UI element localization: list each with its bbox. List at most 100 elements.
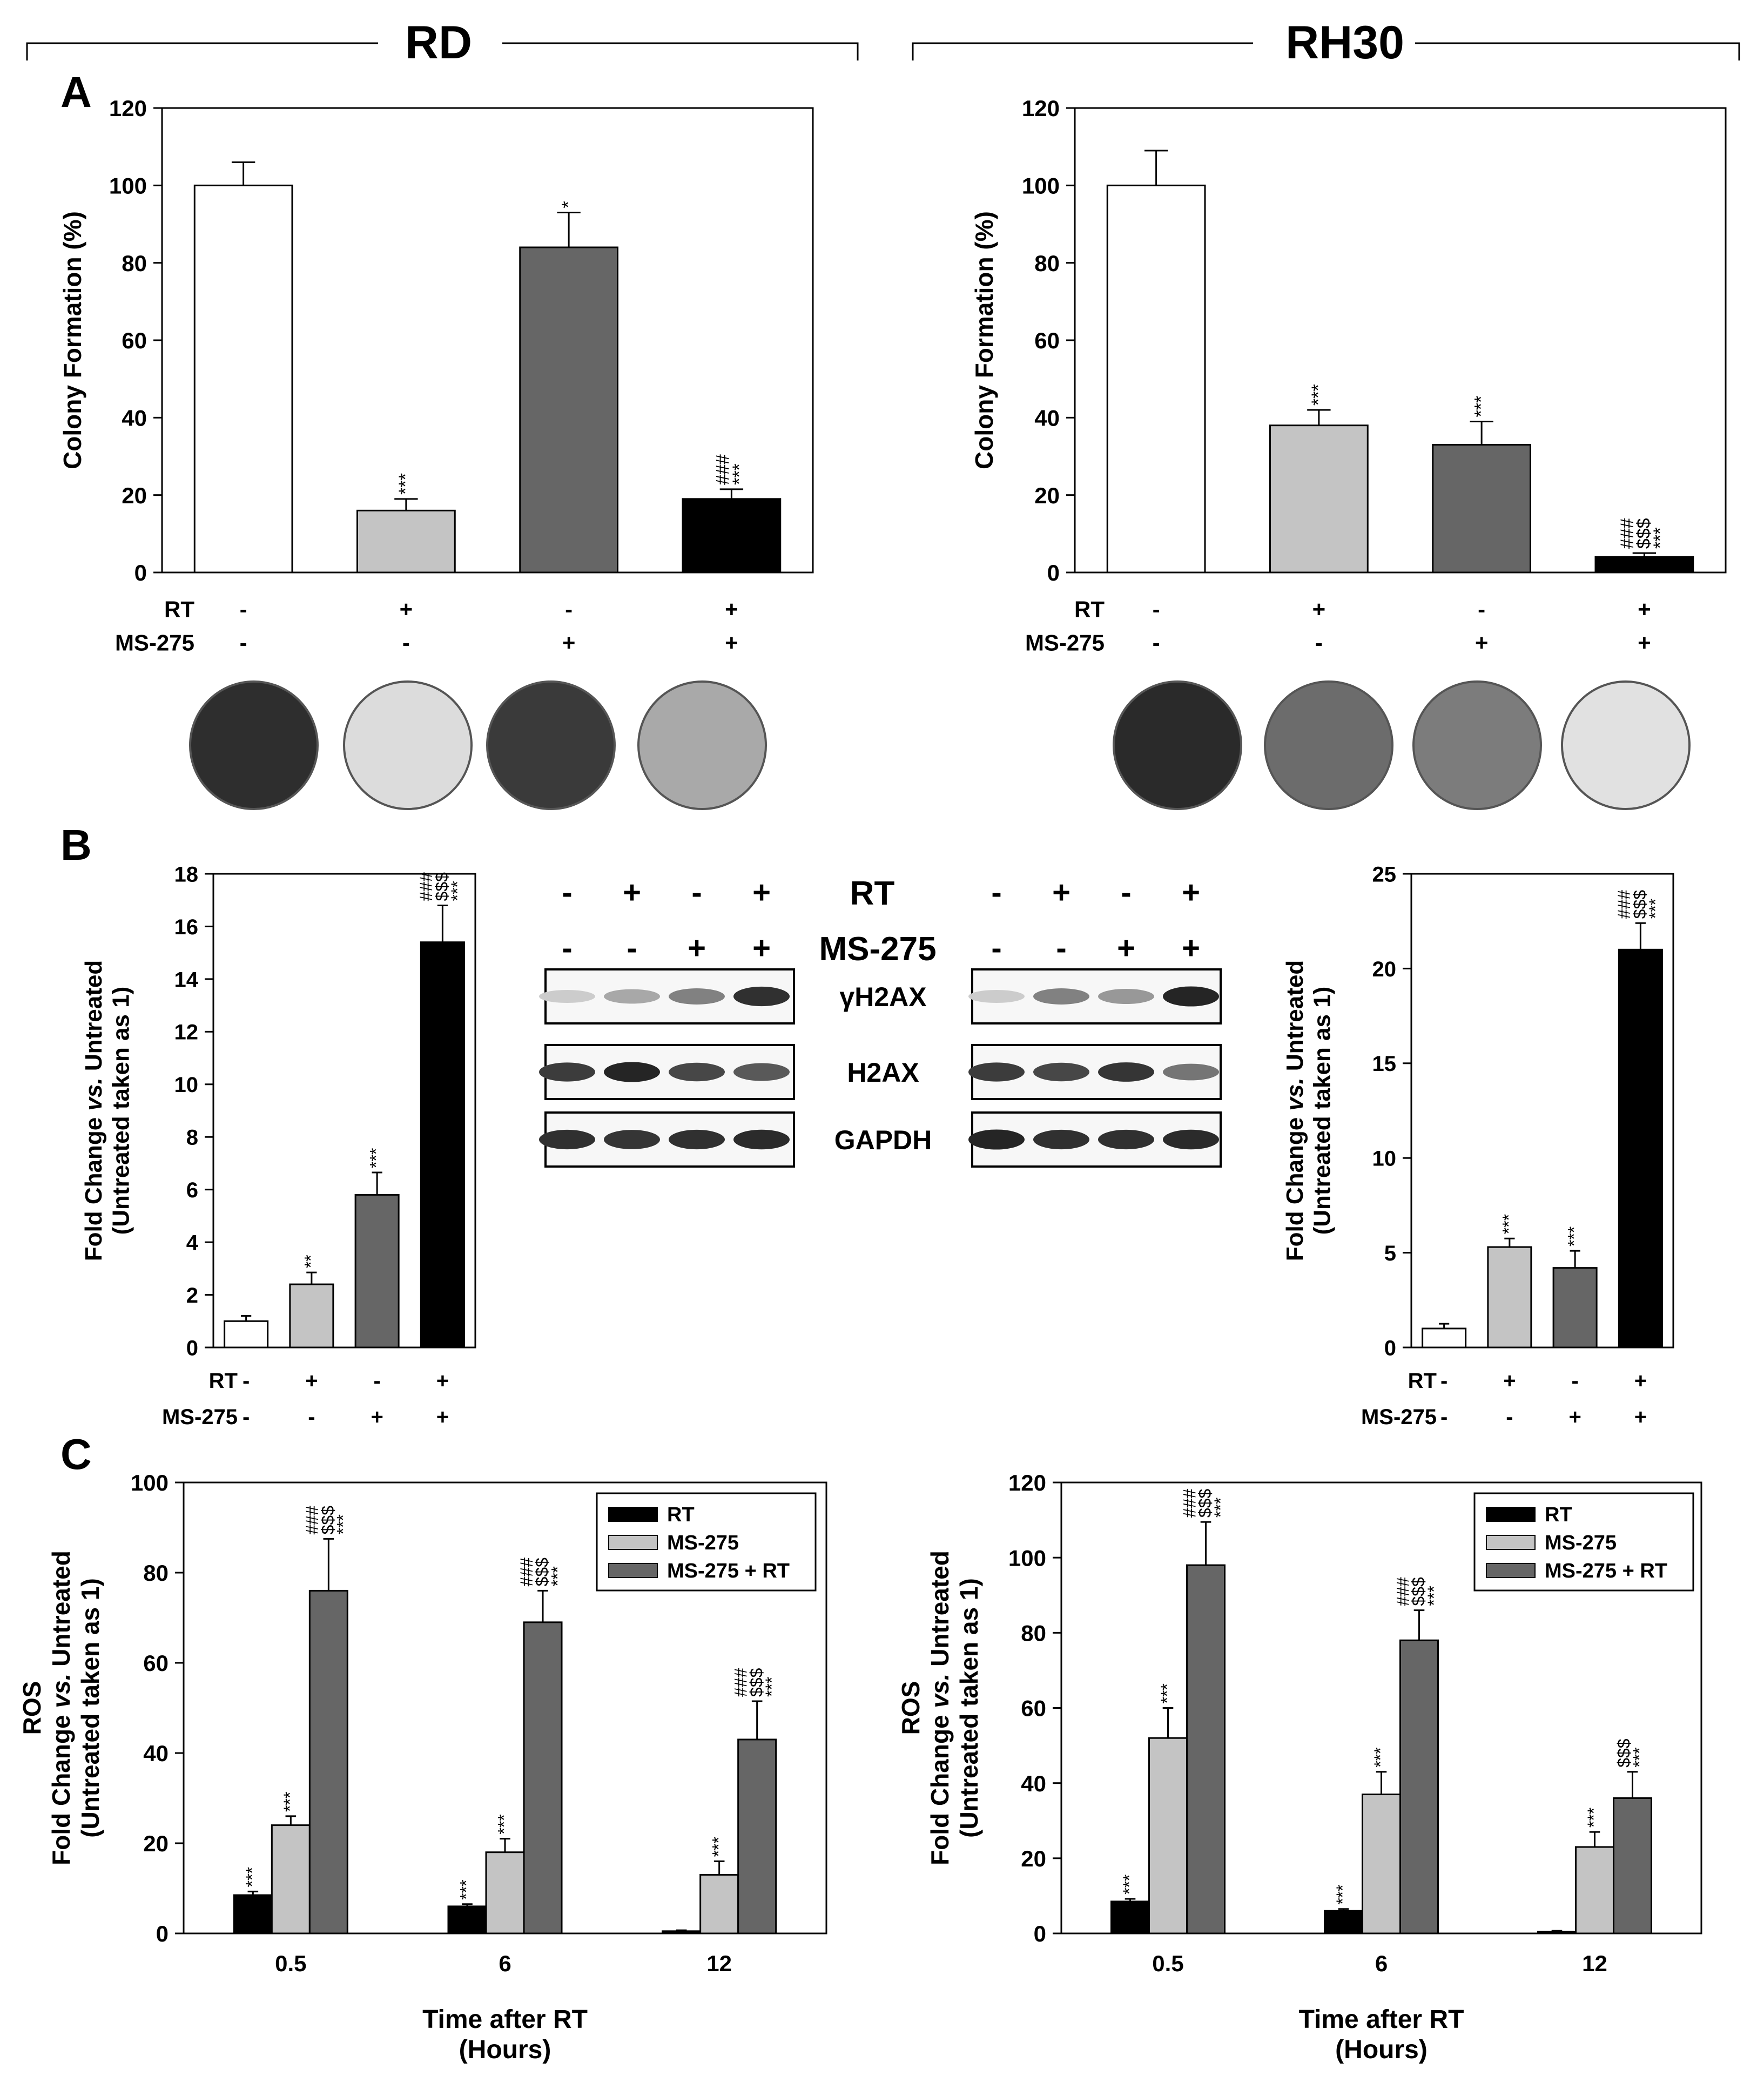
colony-dish-A_RH30-2 <box>1412 680 1542 810</box>
y-axis-label: ROS <box>897 1681 925 1735</box>
y-axis-label: Colony Formation (%) <box>970 211 998 469</box>
significance-label: $$$ <box>1614 1738 1634 1768</box>
y-tick-label: 100 <box>109 173 147 198</box>
blot-band <box>1163 986 1219 1007</box>
bar-A_RD-2 <box>519 246 618 574</box>
y-tick-label: 12 <box>174 1021 199 1044</box>
significance-label: ### <box>1393 1577 1412 1606</box>
condition-sign-ms275: - <box>1315 630 1323 656</box>
blot-sign-rt: + <box>752 875 771 910</box>
panel-label-c: C <box>60 1430 92 1478</box>
legend-swatch <box>608 1507 658 1522</box>
blot-band <box>733 986 790 1007</box>
significance-label: $$$ <box>1634 518 1654 549</box>
significance-label: $$$ <box>318 1506 338 1535</box>
blot-band <box>733 1129 790 1150</box>
bar-A_RH30-0 <box>1106 184 1206 574</box>
x-axis-label: Time after RT <box>1299 2005 1464 2034</box>
condition-sign-rt: + <box>1634 1369 1647 1393</box>
blot-band <box>968 990 1025 1003</box>
blot-sign-ms275: + <box>688 931 706 966</box>
bar-C_RD-2-1 <box>523 1621 563 1935</box>
y-tick-label: 120 <box>1022 96 1060 121</box>
legend-label: MS-275 + RT <box>667 1560 790 1582</box>
blot-label-ms275: MS-275 <box>819 931 936 968</box>
y-axis-label: Fold Change vs. Untreated <box>1282 960 1308 1261</box>
blot-band <box>1163 1129 1219 1150</box>
y-tick-label: 80 <box>122 251 147 276</box>
condition-sign-ms275: + <box>371 1405 383 1429</box>
bar-B_RD-2 <box>354 1194 400 1349</box>
condition-sign-ms275: - <box>308 1405 315 1429</box>
bar-C_RH30-0-1 <box>1324 1910 1363 1935</box>
row-label-rt: RT <box>209 1369 238 1393</box>
y-tick-label: 60 <box>1034 328 1060 353</box>
bar-C_RH30-1-0 <box>1148 1737 1188 1935</box>
bar-C_RH30-0-0 <box>1110 1900 1150 1935</box>
significance-label: * <box>558 201 578 208</box>
condition-sign-ms275: + <box>562 630 576 656</box>
blot-sign-rt: - <box>991 875 1001 910</box>
condition-sign-ms275: - <box>240 630 247 656</box>
x-tick-label: 12 <box>706 1951 732 1976</box>
y-axis-label: (Untreated taken as 1) <box>955 1578 983 1838</box>
y-tick-label: 100 <box>1022 173 1060 198</box>
y-axis-label: Fold Change vs. Untreated <box>926 1551 954 1865</box>
plot-frame <box>1410 873 1674 1349</box>
group-title-rd: RD <box>405 17 472 69</box>
condition-sign-rt: + <box>1503 1369 1516 1393</box>
colony-dish-A_RD-0 <box>189 680 319 810</box>
significance-label: *** <box>1333 1884 1352 1904</box>
blot-sign-rt: + <box>1052 875 1070 910</box>
y-tick-label: 20 <box>143 1831 169 1856</box>
condition-sign-ms275: - <box>1440 1405 1447 1429</box>
significance-label: $$$ <box>1409 1577 1428 1606</box>
bar-B_RH30-2 <box>1552 1267 1598 1349</box>
row-label-rt: RT <box>1074 597 1105 622</box>
significance-label: *** <box>762 1677 782 1697</box>
x-tick-label: 0.5 <box>1152 1951 1183 1976</box>
legend-swatch <box>1486 1507 1536 1522</box>
bar-A_RH30-1 <box>1269 424 1369 574</box>
blot-sign-ms275: - <box>991 931 1001 966</box>
condition-sign-rt: - <box>1478 597 1485 622</box>
y-tick-label: 40 <box>122 405 147 430</box>
significance-label: *** <box>367 1148 386 1168</box>
blot-band <box>539 1062 595 1082</box>
row-label-ms275: MS-275 <box>162 1405 238 1429</box>
significance-label: *** <box>548 1566 567 1586</box>
y-tick-label: 40 <box>1021 1771 1046 1796</box>
bar-C_RD-2-2 <box>737 1738 777 1935</box>
condition-sign-ms275: + <box>1568 1405 1581 1429</box>
significance-label: $$$ <box>1630 890 1649 919</box>
x-axis-label: (Hours) <box>1335 2035 1428 2064</box>
significance-label: ### <box>416 872 436 901</box>
row-label-ms275: MS-275 <box>115 630 194 656</box>
condition-sign-rt: - <box>243 1369 250 1393</box>
y-tick-label: 10 <box>1372 1147 1397 1171</box>
significance-label: *** <box>1650 527 1671 549</box>
blot-band-label: H2AX <box>847 1057 919 1088</box>
y-tick-label: 0 <box>1047 560 1060 585</box>
x-tick-label: 6 <box>499 1951 511 1976</box>
significance-label: *** <box>1120 1875 1139 1895</box>
y-tick-label: 16 <box>174 915 199 939</box>
blot-sign-ms275: - <box>627 931 637 966</box>
y-tick-label: 40 <box>143 1741 169 1766</box>
significance-label: *** <box>1157 1683 1177 1703</box>
legend-swatch <box>608 1563 658 1578</box>
condition-sign-rt: + <box>1312 597 1326 622</box>
y-tick-label: 18 <box>174 862 199 886</box>
y-axis-label: (Untreated taken as 1) <box>76 1578 104 1838</box>
y-axis-label: Colony Formation (%) <box>58 211 86 469</box>
x-tick-label: 6 <box>1375 1951 1388 1976</box>
significance-label: ### <box>1180 1488 1199 1518</box>
significance-label: *** <box>729 463 750 485</box>
blot-sign-rt: + <box>623 875 641 910</box>
significance-label: *** <box>1211 1498 1230 1518</box>
y-tick-label: 120 <box>1008 1470 1046 1495</box>
row-label-rt: RT <box>164 597 194 622</box>
y-axis-label: Fold Change vs. Untreated <box>80 960 107 1261</box>
blot-label-rt: RT <box>850 875 895 912</box>
plot-frame <box>212 873 476 1349</box>
